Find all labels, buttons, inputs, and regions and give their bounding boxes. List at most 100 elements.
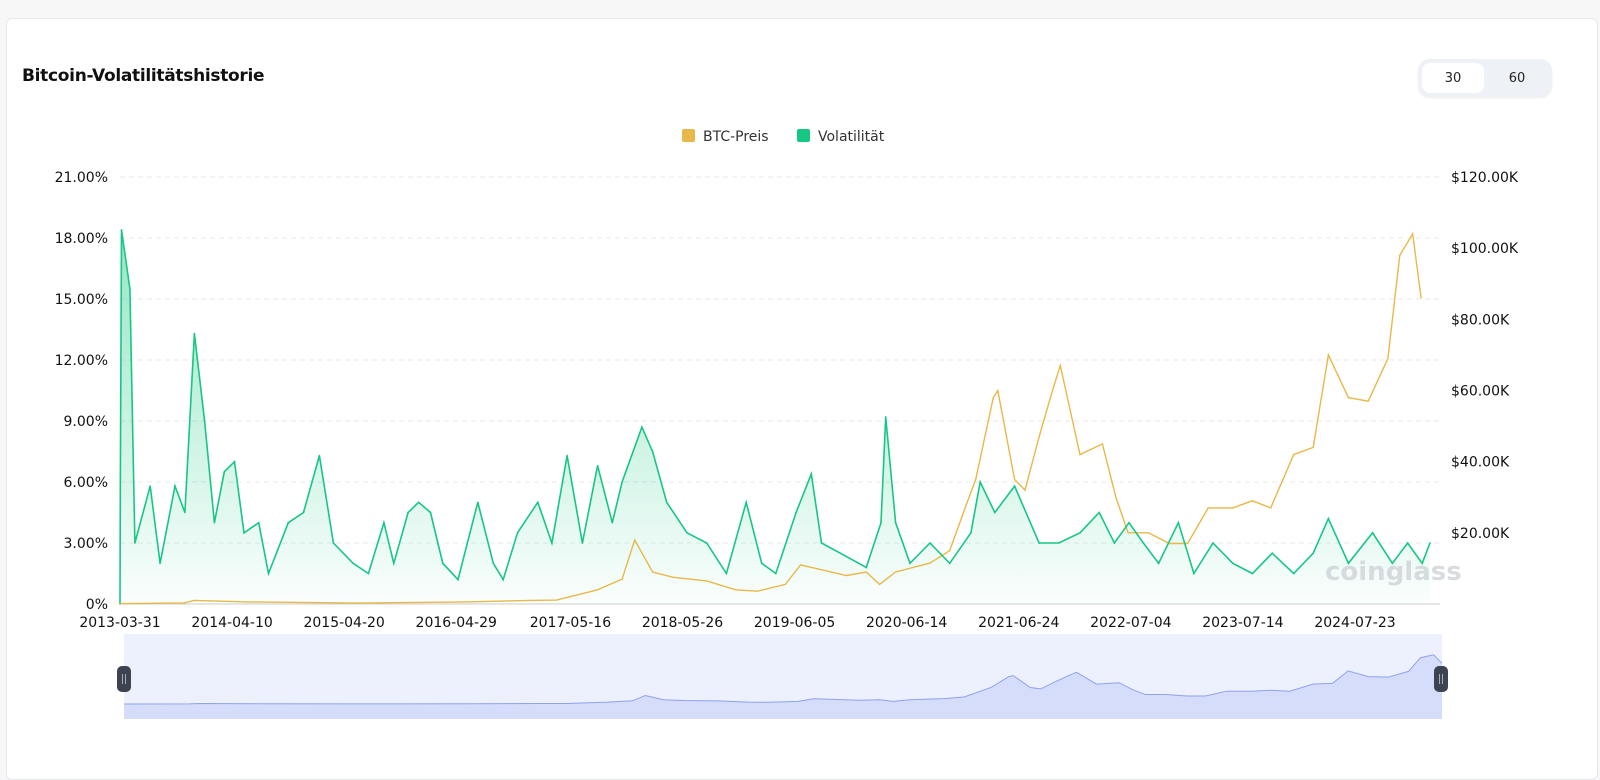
btc-price-point <box>997 389 999 392</box>
btc-price-point <box>845 574 847 577</box>
btc-price-point <box>992 397 994 399</box>
volatility-point <box>302 511 305 514</box>
y-right-tick-label: $80.00K <box>1451 312 1510 328</box>
btc-price-point <box>193 599 196 602</box>
volatility-point <box>665 501 668 504</box>
period-60-button[interactable]: 60 <box>1508 70 1526 86</box>
volatility-point <box>1312 552 1314 554</box>
volatility-point <box>223 471 226 473</box>
btc-price-point <box>1270 507 1272 509</box>
x-tick-label: 2017-05-16 <box>530 615 611 631</box>
legend-item-volatility[interactable]: Volatilität <box>797 129 885 145</box>
btc-price-point <box>1051 389 1054 392</box>
x-tick-label: 2016-04-29 <box>416 615 497 631</box>
volatility-point <box>287 521 290 524</box>
volatility-point <box>392 562 395 565</box>
volatility-point <box>760 562 763 565</box>
btc-price-point <box>706 580 708 582</box>
x-tick-label: 2020-06-14 <box>866 615 947 631</box>
volatility-point <box>352 562 354 565</box>
volatility-point <box>149 485 151 487</box>
navigator-right-handle[interactable] <box>1434 666 1448 692</box>
volatility-point <box>1113 542 1116 544</box>
volatility-point <box>120 229 123 231</box>
btc-price-point <box>975 478 977 481</box>
y-right-tick-label: $60.00K <box>1451 384 1510 400</box>
btc-price-point <box>247 601 249 603</box>
legend-swatch-volatility <box>797 129 810 142</box>
btc-price-point <box>652 571 654 573</box>
navigator-line <box>123 654 1443 705</box>
volatility-point <box>1292 572 1295 575</box>
volatility-point <box>566 454 568 457</box>
btc-price-point <box>799 564 802 566</box>
legend-swatch-btc-price <box>682 129 695 142</box>
btc-price-point <box>597 589 599 591</box>
volatility-point <box>795 511 797 514</box>
btc-price-point <box>735 589 737 591</box>
btc-price-point <box>784 583 786 586</box>
volatility-point <box>134 542 136 544</box>
volatility-point <box>611 521 614 524</box>
volatility-point <box>429 511 432 514</box>
volatility-point <box>651 450 654 453</box>
x-tick-label: 2018-05-26 <box>642 615 723 631</box>
volatility-point <box>213 521 216 524</box>
volatility-point <box>810 473 813 475</box>
btc-price-point <box>1207 507 1209 509</box>
btc-price-point <box>1168 542 1170 545</box>
volatility-point <box>1371 532 1374 534</box>
volatility-point <box>476 501 479 504</box>
volatility-point <box>1177 521 1180 524</box>
navigator-area <box>124 654 1442 719</box>
volatility-point <box>267 572 270 575</box>
volatility-point <box>537 501 539 504</box>
volatility-point <box>621 481 623 483</box>
legend-item-btc-price[interactable]: BTC-Preis <box>682 129 769 145</box>
legend: BTC-Preis Volatilität <box>682 129 885 145</box>
volatility-point <box>502 578 504 581</box>
navigator-left-handle[interactable] <box>117 666 131 692</box>
btc-price-point <box>1412 233 1414 235</box>
y-left-tick-label: 21.00% <box>55 170 108 186</box>
volatility-point <box>979 481 981 483</box>
y-left-tick-label: 12.00% <box>55 353 108 369</box>
range-navigator[interactable] <box>117 634 1448 719</box>
volatility-point <box>367 572 370 575</box>
volatility-point <box>159 562 161 565</box>
x-tick-label: 2019-06-05 <box>754 615 835 631</box>
volatility-point <box>184 511 186 514</box>
x-tick-label: 2013-03-31 <box>79 615 160 631</box>
volatility-point <box>551 542 553 544</box>
btc-price-point <box>621 578 623 580</box>
y-right-tick-label: $120.00K <box>1451 170 1519 186</box>
btc-price-point <box>929 562 931 564</box>
btc-price-point <box>1347 397 1350 399</box>
volatility-point <box>909 562 911 565</box>
volatility-point <box>243 532 245 534</box>
y-left-tick-label: 18.00% <box>55 231 108 247</box>
grid <box>120 176 1440 605</box>
volatility-point <box>233 460 236 463</box>
period-30-button[interactable]: 30 <box>1422 63 1484 93</box>
btc-price-point <box>1127 532 1129 534</box>
volatility-point <box>725 572 728 575</box>
volatility-point <box>884 416 887 418</box>
volatility-point <box>1142 542 1145 544</box>
volatility-point <box>129 288 131 290</box>
volatility-point <box>894 521 897 524</box>
x-tick-label: 2024-07-23 <box>1314 615 1395 631</box>
volatility-point <box>774 572 777 575</box>
volatility-point <box>1327 517 1330 520</box>
volatility-point <box>1038 542 1040 544</box>
y-right-tick-label: $20.00K <box>1451 526 1510 542</box>
btc-price-point <box>634 539 636 541</box>
volatility-point <box>880 521 882 524</box>
btc-price-point <box>878 583 881 586</box>
x-tick-label: 2014-04-10 <box>191 615 272 631</box>
volatility-point <box>929 542 931 544</box>
x-axis: 2013-03-31 2014-04-10 2015-04-20 2016-04-29… <box>79 615 1395 631</box>
volatility-point <box>318 454 321 457</box>
btc-price-point <box>119 603 121 605</box>
btc-price-point <box>1232 507 1234 509</box>
